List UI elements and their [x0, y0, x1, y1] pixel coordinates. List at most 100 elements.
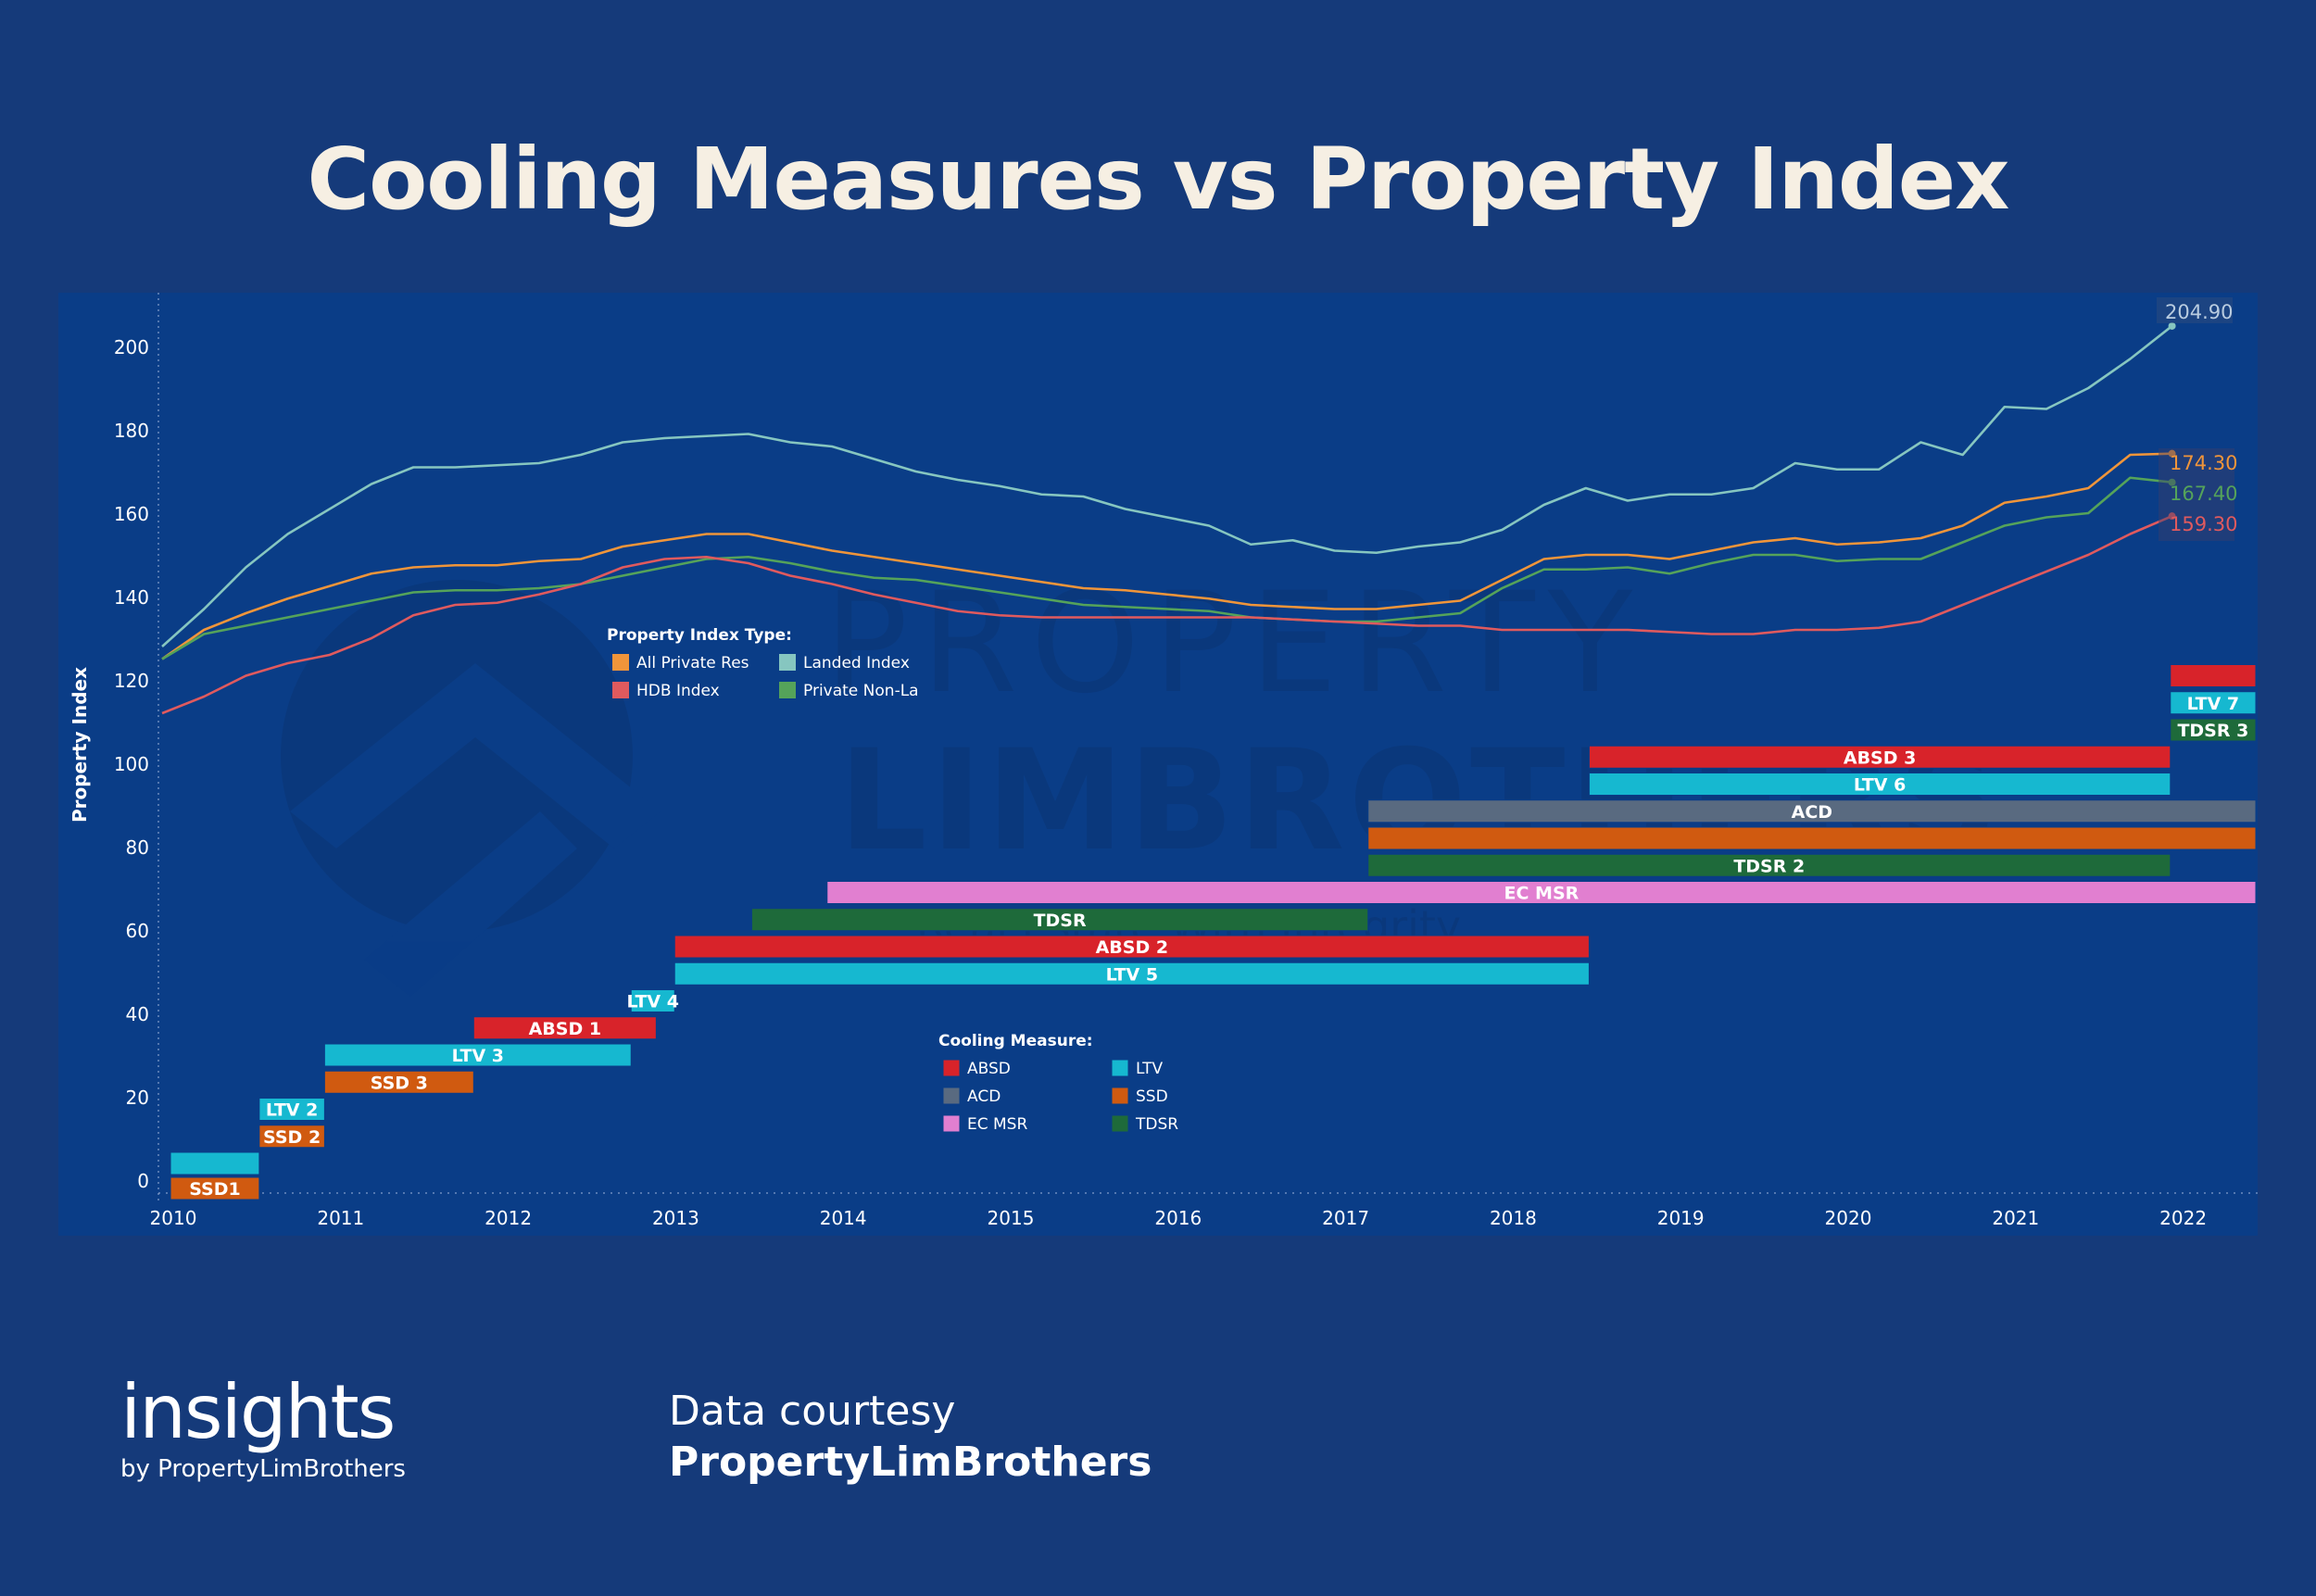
measure-bar-rect: [472, 1016, 657, 1040]
y-tick-label: 80: [126, 836, 149, 859]
legend-label: Private Non-La: [803, 682, 919, 700]
measure-bar-rect: [323, 1043, 632, 1067]
measure-bar-rect: [826, 881, 2257, 904]
legend-label: LTV: [1136, 1060, 1164, 1078]
series-line: [161, 324, 2173, 647]
measure-bar-label: EC MSR: [1504, 884, 1580, 904]
credit-line2: PropertyLimBrothers: [669, 1439, 1152, 1486]
legend-label: ACD: [967, 1087, 1001, 1106]
measure-bar-label: LTV 2: [266, 1100, 318, 1121]
measure-bar: LTV 6: [1588, 773, 2171, 796]
legend-measure-item: ABSD: [942, 1059, 1011, 1078]
y-tick-label: 60: [126, 920, 149, 942]
watermark-line1: PROPERTY: [824, 563, 1646, 724]
legend-label: HDB Index: [636, 682, 720, 700]
legend-measure-item: TDSR: [1111, 1114, 1178, 1134]
series-line: [161, 476, 2172, 660]
measure-bar: ABSD 3: [1588, 745, 2171, 769]
series-end-point: [2168, 512, 2176, 521]
measure-bar-rect: [2170, 691, 2257, 715]
measure-bar-label: ACD: [1792, 802, 1832, 823]
legend-measure-item: LTV: [1111, 1059, 1164, 1078]
series-end-point: [2168, 478, 2176, 486]
chart: PROPERTY LIMBROTHERS Real Estate With In…: [58, 293, 2258, 1236]
measure-bar-label: LTV 6: [1854, 775, 1906, 796]
legend-label: SSD: [1136, 1087, 1168, 1106]
measure-bar-label: LTV 5: [1106, 964, 1158, 985]
legend-swatch: [612, 682, 629, 698]
measure-bar: TDSR 3: [2170, 718, 2257, 742]
measure-bar: LTV 4: [627, 989, 679, 1012]
measure-bar-label: ABSD 1: [529, 1019, 601, 1039]
credit-line1: Data courtesy: [669, 1388, 956, 1435]
legend-swatch: [1111, 1059, 1129, 1077]
measure-bar-rect: [2170, 664, 2257, 687]
legend-swatch: [1111, 1114, 1129, 1133]
y-axis-label: Property Index: [69, 667, 91, 823]
series-end-label: 174.30: [2170, 452, 2237, 474]
measure-bar-rect: [258, 1098, 325, 1121]
measure-bar-label: ABSD 2: [1096, 937, 1168, 958]
x-tick-label: 2019: [1657, 1207, 1705, 1229]
measure-bar-rect: [258, 1125, 325, 1149]
measure-bar: SSD 2: [258, 1125, 325, 1149]
measure-bar: SSD 3: [323, 1070, 474, 1094]
legend-swatch: [1111, 1087, 1129, 1105]
end-label-box: [2157, 297, 2233, 323]
measure-bar-rect: [1367, 799, 2257, 823]
brand-byline: by PropertyLimBrothers: [120, 1455, 406, 1483]
legend-swatch: [942, 1087, 961, 1105]
measure-bar: SSD1: [170, 1176, 260, 1200]
data-credit: Data courtesy PropertyLimBrothers: [669, 1388, 1152, 1486]
watermark-logo: [281, 580, 661, 997]
brand-name: insights: [120, 1369, 396, 1455]
series-end-label: 159.30: [2170, 513, 2237, 535]
measure-bar-label: TDSR: [1034, 911, 1087, 931]
series-line: [161, 514, 2173, 715]
legend-index-title: Property Index Type:: [607, 626, 792, 645]
legend-swatch: [942, 1114, 961, 1133]
x-tick-label: 2010: [150, 1207, 197, 1229]
legend-label: Landed Index: [803, 654, 910, 672]
measure-bar: LTV 2: [258, 1098, 325, 1121]
legend-index-item: Landed Index: [779, 654, 910, 672]
x-tick-label: 2018: [1490, 1207, 1537, 1229]
brand-logo: insights by PropertyLimBrothers: [120, 1369, 406, 1484]
y-tick-label: 0: [137, 1170, 149, 1192]
legend-swatch: [779, 654, 796, 671]
end-label-box: [2159, 448, 2234, 541]
measure-bar: ABSD 1: [472, 1016, 657, 1040]
y-tick-label: 20: [126, 1087, 149, 1109]
legend-label: TDSR: [1135, 1115, 1178, 1134]
measure-bar: [170, 1151, 260, 1175]
measure-bar-rect: [170, 1151, 260, 1175]
measure-bar-rect: [1367, 826, 2257, 850]
measure-bar: EC MSR: [826, 881, 2257, 904]
x-tick-label: 2017: [1322, 1207, 1369, 1229]
measure-bar: LTV 3: [323, 1043, 632, 1067]
measure-bar: [2170, 664, 2257, 687]
measure-bar-rect: [1588, 745, 2171, 769]
legend-measure-title: Cooling Measure:: [938, 1032, 1093, 1050]
measure-bar-rect: [2170, 718, 2257, 742]
measure-bar: TDSR: [750, 908, 1369, 932]
measure-bar-rect: [1588, 773, 2171, 796]
measure-bar-label: SSD 2: [263, 1127, 321, 1148]
x-tick-label: 2014: [820, 1207, 867, 1229]
chart-title: Cooling Measures vs Property Index: [307, 130, 2010, 229]
measure-bar-label: TDSR 2: [1733, 856, 1805, 876]
x-tick-label: 2021: [1992, 1207, 2039, 1229]
measure-bar-label: SSD 3: [371, 1073, 428, 1093]
measure-bar-rect: [630, 989, 675, 1012]
measure-bar-label: LTV 7: [2187, 694, 2239, 714]
series-end-point: [2168, 321, 2176, 330]
x-tick-label: 2015: [988, 1207, 1035, 1229]
measure-bar-rect: [323, 1070, 474, 1094]
measure-bar-rect: [170, 1176, 260, 1200]
measure-bar-label: LTV 3: [452, 1046, 504, 1066]
measure-bar: [1367, 826, 2257, 850]
series-end-label: 204.90: [2165, 301, 2233, 323]
measure-bar-rect: [1367, 853, 2171, 877]
measure-bar: ABSD 2: [673, 935, 1590, 959]
legend-measure-item: SSD: [1111, 1087, 1168, 1106]
